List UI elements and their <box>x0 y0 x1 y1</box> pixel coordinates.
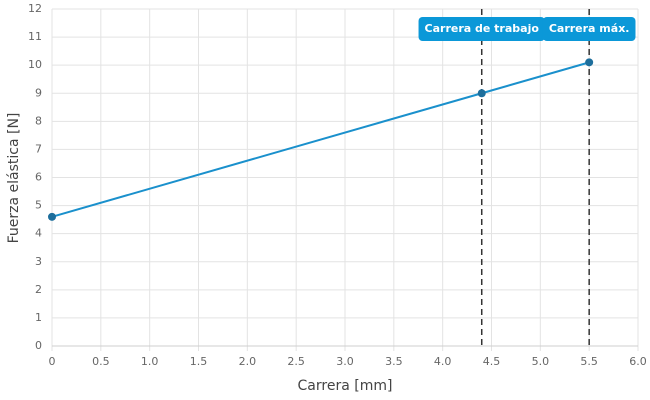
annotation-box <box>418 17 545 41</box>
x-tick-label: 4.0 <box>434 355 452 368</box>
annotation-label: Carrera máx. <box>549 22 630 35</box>
x-tick-label: 1.5 <box>190 355 208 368</box>
y-tick-label: 8 <box>35 114 42 127</box>
y-tick-label: 12 <box>28 2 42 15</box>
x-tick-label: 5.0 <box>532 355 550 368</box>
y-tick-label: 6 <box>35 171 42 184</box>
x-tick-label: 3.5 <box>385 355 403 368</box>
annotation-label: Carrera de trabajo <box>425 22 540 35</box>
point <box>48 212 56 221</box>
x-tick-label: 5.5 <box>580 355 598 368</box>
x-tick-label: 4.5 <box>483 355 501 368</box>
point <box>585 58 594 67</box>
y-tick-label: 2 <box>35 283 42 296</box>
line <box>51 61 590 218</box>
y-tick-label: 11 <box>28 30 42 43</box>
y-tick-label: 1 <box>35 311 42 324</box>
x-axis-title: Carrera [mm] <box>298 378 393 394</box>
y-tick-label: 3 <box>35 255 42 268</box>
annotation-box <box>542 17 636 41</box>
x-tick-label: 2.5 <box>287 355 305 368</box>
x-tick-label: 3.0 <box>336 355 354 368</box>
y-tick-label: 10 <box>28 58 42 71</box>
y-tick-label: 7 <box>35 142 42 155</box>
x-tick-label: 0.5 <box>92 355 110 368</box>
y-tick-label: 5 <box>35 199 42 212</box>
x-tick-label: 6.0 <box>629 355 647 368</box>
point <box>477 89 486 98</box>
x-tick-label: 0 <box>49 355 56 368</box>
y-tick-label: 9 <box>35 86 42 99</box>
y-tick-label: 0 <box>35 339 42 352</box>
x-tick-label: 1.0 <box>141 355 159 368</box>
y-axis-title: Fuerza elástica [N] <box>6 113 22 244</box>
x-tick-label: 2.0 <box>239 355 257 368</box>
y-tick-label: 4 <box>35 227 42 240</box>
